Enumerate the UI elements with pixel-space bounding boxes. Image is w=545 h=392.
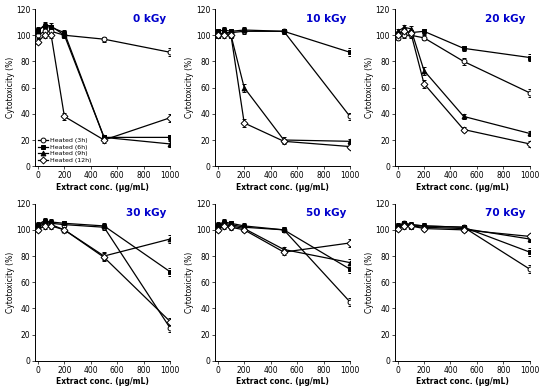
Text: 30 kGy: 30 kGy [126, 209, 166, 218]
X-axis label: Extract conc. (μg/mL): Extract conc. (μg/mL) [56, 377, 149, 387]
Text: 20 kGy: 20 kGy [486, 14, 526, 24]
Text: 50 kGy: 50 kGy [306, 209, 346, 218]
Y-axis label: Cytotoxicity (%): Cytotoxicity (%) [365, 57, 374, 118]
Y-axis label: Cytotoxicity (%): Cytotoxicity (%) [185, 57, 195, 118]
Legend: Heated (3h), Heated (6h), Heated (9h), Heated (12h): Heated (3h), Heated (6h), Heated (9h), H… [37, 136, 93, 164]
Y-axis label: Cytotoxicity (%): Cytotoxicity (%) [5, 57, 15, 118]
Text: 0 kGy: 0 kGy [133, 14, 166, 24]
Y-axis label: Cytotoxicity (%): Cytotoxicity (%) [365, 252, 374, 313]
Text: 10 kGy: 10 kGy [306, 14, 346, 24]
X-axis label: Extract conc. (μg/mL): Extract conc. (μg/mL) [416, 377, 509, 387]
Y-axis label: Cytotoxicity (%): Cytotoxicity (%) [185, 252, 195, 313]
X-axis label: Extract conc. (μg/mL): Extract conc. (μg/mL) [416, 183, 509, 192]
X-axis label: Extract conc. (μg/mL): Extract conc. (μg/mL) [56, 183, 149, 192]
Y-axis label: Cytotoxicity (%): Cytotoxicity (%) [5, 252, 15, 313]
X-axis label: Extract conc. (μg/mL): Extract conc. (μg/mL) [236, 377, 329, 387]
Text: 70 kGy: 70 kGy [485, 209, 526, 218]
X-axis label: Extract conc. (μg/mL): Extract conc. (μg/mL) [236, 183, 329, 192]
